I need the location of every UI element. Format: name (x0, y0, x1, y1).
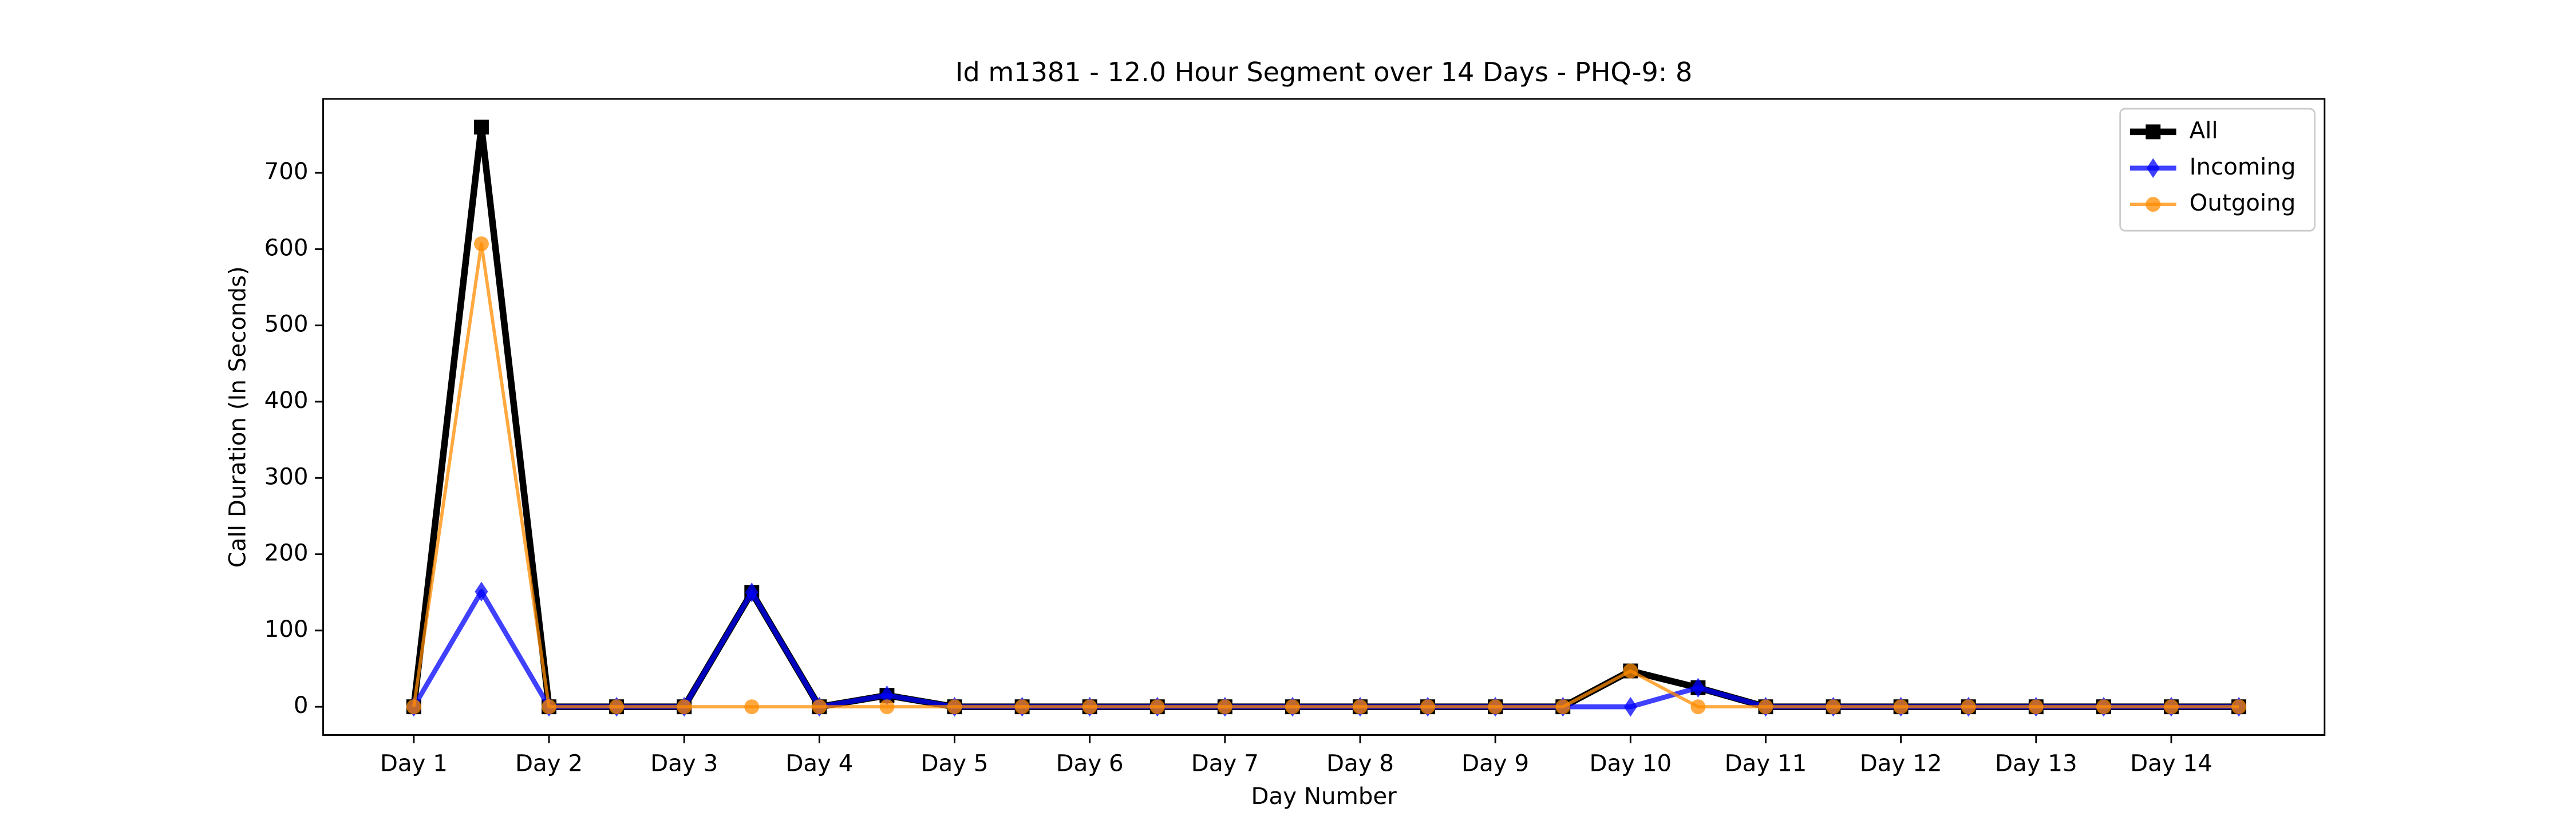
marker (406, 699, 421, 715)
x-tick-label: Day 7 (1191, 750, 1259, 777)
x-tick-label: Day 2 (515, 750, 583, 777)
y-tick-label: 200 (264, 540, 309, 566)
x-tick-label: Day 12 (1860, 750, 1942, 777)
marker (542, 699, 556, 715)
marker (1758, 699, 1773, 715)
marker (677, 699, 692, 715)
marker (812, 699, 827, 715)
marker (1420, 699, 1436, 715)
marker (1217, 699, 1232, 715)
chart-title: Id m1381 - 12.0 Hour Segment over 14 Day… (955, 57, 1692, 88)
x-axis-label: Day Number (1251, 783, 1397, 810)
legend-label: Outgoing (2190, 189, 2296, 216)
y-tick-label: 600 (264, 234, 309, 261)
legend-label: All (2190, 117, 2218, 144)
marker (1690, 699, 1706, 715)
y-tick-label: 400 (264, 387, 309, 414)
x-tick-label: Day 4 (785, 750, 853, 777)
y-tick-label: 300 (264, 463, 309, 490)
x-tick-label: Day 9 (1461, 750, 1529, 777)
x-tick-label: Day 14 (2130, 750, 2212, 777)
y-axis-label: Call Duration (In Seconds) (224, 266, 251, 568)
marker (1014, 699, 1030, 715)
marker (1285, 699, 1300, 715)
marker (2096, 699, 2111, 715)
marker (1555, 699, 1571, 715)
legend-label: Incoming (2190, 153, 2296, 180)
marker (474, 120, 489, 135)
marker (474, 236, 489, 252)
marker (1488, 699, 1503, 715)
marker (1961, 699, 1976, 715)
marker (2146, 197, 2161, 212)
marker (879, 699, 895, 715)
x-tick-label: Day 13 (1995, 750, 2077, 777)
legend-box (2119, 108, 2316, 232)
series-line (412, 242, 2239, 709)
y-tick-label: 700 (264, 158, 309, 185)
x-tick-label: Day 3 (650, 750, 718, 777)
x-tick-label: Day 1 (380, 750, 448, 777)
x-tick-label: Day 5 (920, 750, 988, 777)
x-tick-label: Day 8 (1326, 750, 1394, 777)
marker (1893, 699, 1909, 715)
marker (744, 699, 760, 715)
y-tick-label: 500 (264, 311, 309, 338)
marker (609, 699, 625, 715)
marker (745, 582, 758, 603)
marker (475, 581, 488, 602)
plot-frame (322, 98, 2326, 736)
marker (1149, 699, 1165, 715)
marker (2231, 699, 2246, 715)
marker (1623, 696, 1637, 717)
x-tick-label: Day 10 (1589, 750, 1672, 777)
marker (1691, 678, 1705, 698)
x-tick-label: Day 6 (1056, 750, 1124, 777)
marker (947, 699, 962, 715)
x-tick-label: Day 11 (1725, 750, 1807, 777)
marker (1082, 699, 1097, 715)
marker (2146, 124, 2161, 140)
marker (1623, 663, 1638, 679)
y-tick-label: 0 (294, 692, 309, 719)
marker (2028, 699, 2044, 715)
marker (1826, 699, 1841, 715)
marker (1353, 699, 1368, 715)
marker (2164, 699, 2179, 715)
y-tick-label: 100 (264, 616, 309, 643)
